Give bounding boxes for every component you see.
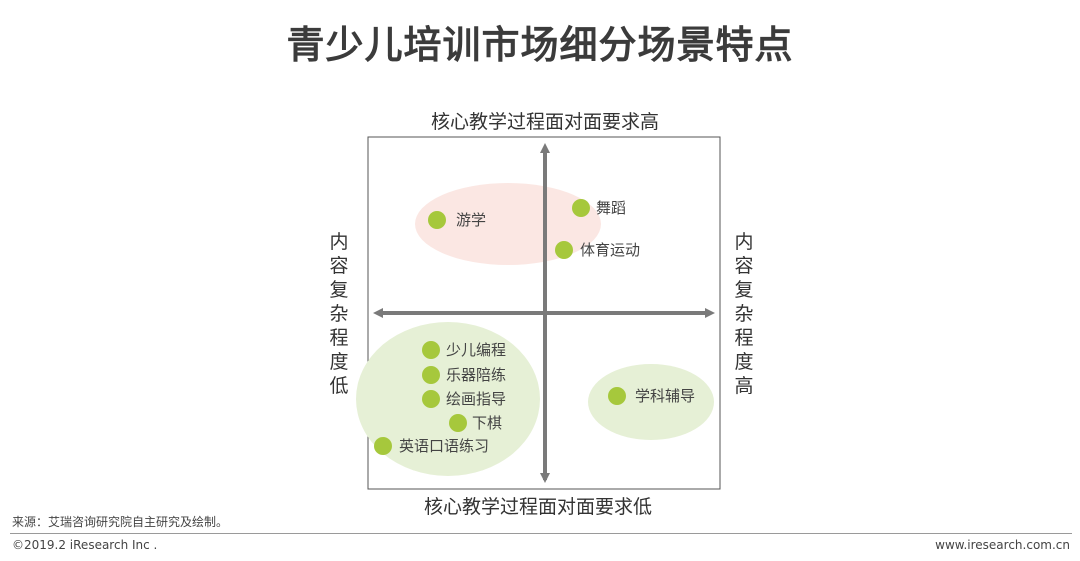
point-dot-huihua	[422, 390, 440, 408]
axis-label-left-char: 度	[329, 351, 349, 373]
point-dot-tiyu	[555, 241, 573, 259]
point-label-huihua: 绘画指导	[446, 390, 507, 408]
cluster-high-face-low-complexity	[415, 183, 601, 265]
point-label-yingyu: 英语口语练习	[399, 437, 490, 455]
quadrant-frame	[367, 136, 721, 490]
axis-label-left-char: 低	[329, 375, 349, 397]
point-label-tiyu: 体育运动	[580, 241, 641, 259]
axis-label-right-char: 容	[734, 255, 754, 277]
axis-label-right: 内 容 复 杂 程 度 高	[732, 230, 756, 398]
point-label-xueke: 学科辅导	[635, 387, 696, 405]
point-dot-xueke	[608, 387, 626, 405]
axis-label-left-char: 内	[329, 231, 349, 253]
axis-label-right-char: 度	[734, 351, 754, 373]
cluster-low-face-high-complexity	[588, 364, 714, 440]
point-dot-yingyu	[374, 437, 392, 455]
point-label-wudao: 舞蹈	[596, 199, 627, 217]
site-url: www.iresearch.com.cn	[935, 538, 1070, 552]
point-label-xiaqi: 下棋	[472, 414, 503, 432]
point-dot-biancheng	[422, 341, 440, 359]
axis-label-left-char: 程	[329, 327, 349, 349]
point-dot-yueqi	[422, 366, 440, 384]
axis-label-right-char: 内	[734, 231, 754, 253]
point-label-biancheng: 少儿编程	[446, 341, 507, 359]
axis-label-right-char: 复	[734, 279, 754, 301]
cluster-low-face-low-complexity	[356, 322, 540, 476]
axis-label-left: 内 容 复 杂 程 度 低	[327, 230, 351, 398]
point-dot-xiaqi	[449, 414, 467, 432]
footer-divider	[10, 533, 1072, 534]
point-label-youxue: 游学	[456, 211, 487, 229]
axis-label-left-char: 容	[329, 255, 349, 277]
page-title: 青少儿培训市场细分场景特点	[286, 23, 794, 67]
axis-label-top: 核心教学过程面对面要求高	[430, 111, 659, 133]
axis-label-right-char: 程	[734, 327, 754, 349]
axis-label-left-char: 杂	[329, 303, 349, 325]
axis-label-right-char: 高	[734, 375, 754, 397]
copyright-text: ©2019.2 iResearch Inc .	[12, 538, 158, 552]
point-label-yueqi: 乐器陪练	[446, 366, 507, 384]
axis-label-right-char: 杂	[734, 303, 754, 325]
source-note: 来源：艾瑞咨询研究院自主研究及绘制。	[12, 515, 229, 529]
axis-label-bottom: 核心教学过程面对面要求低	[423, 496, 652, 518]
axis-label-left-char: 复	[329, 279, 349, 301]
point-dot-youxue	[428, 211, 446, 229]
point-dot-wudao	[572, 199, 590, 217]
